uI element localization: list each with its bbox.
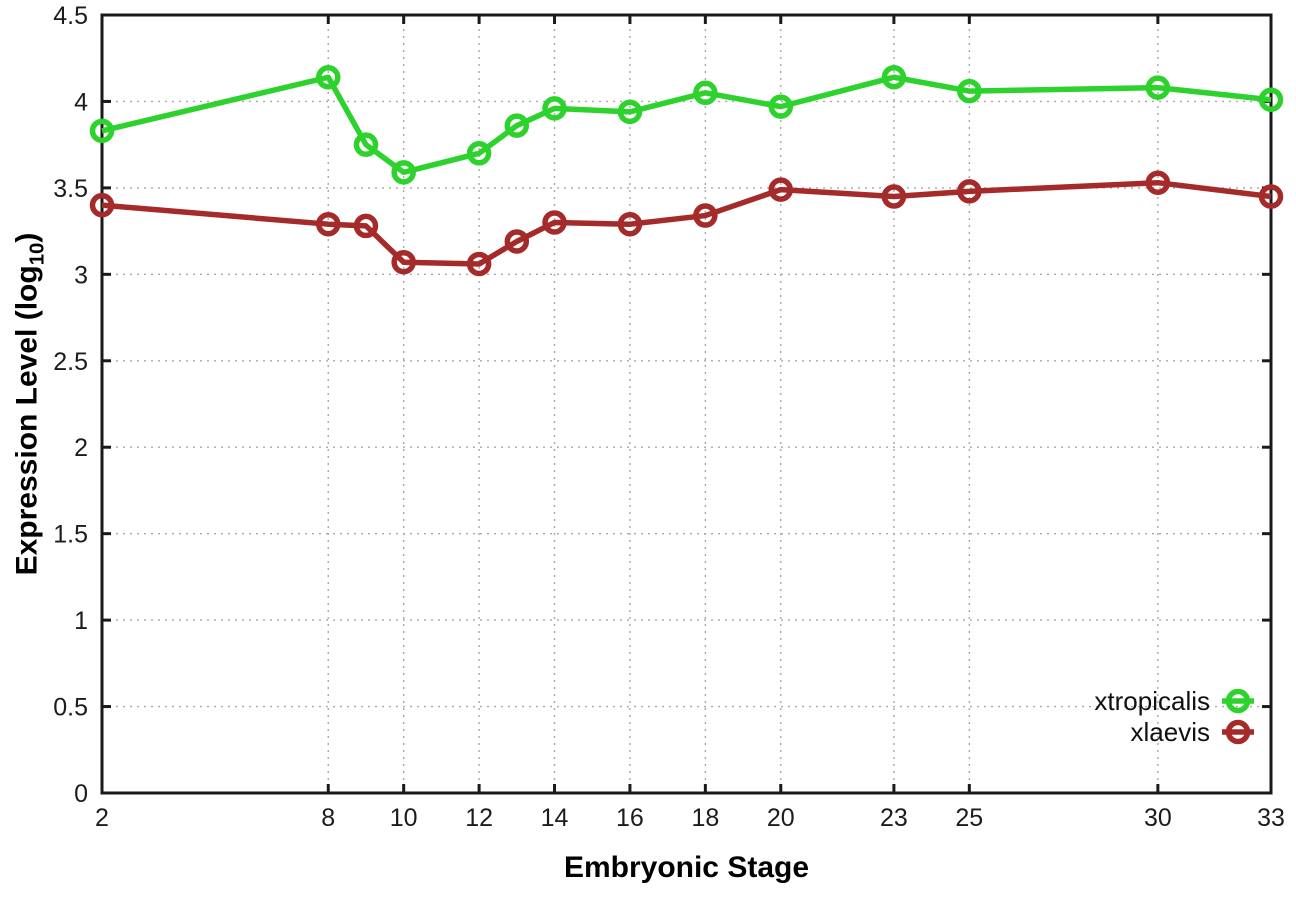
data-point-xlaevis <box>881 184 907 209</box>
data-point-xtropicalis <box>881 64 907 90</box>
data-point-xlaevis <box>466 251 492 277</box>
y-tick-label: 2 <box>74 434 88 462</box>
legend-marker-xtropicalis <box>1225 688 1251 714</box>
x-tick-label: 12 <box>465 804 493 832</box>
x-tick-label: 8 <box>321 804 335 832</box>
data-point-xlaevis <box>693 203 718 228</box>
x-tick-label: 2 <box>95 804 109 832</box>
x-tick-label: 20 <box>767 804 795 832</box>
data-point-xlaevis <box>353 213 379 239</box>
y-tick-label: 1.5 <box>53 521 88 549</box>
y-tick-label: 1 <box>74 607 88 635</box>
x-tick-label: 23 <box>880 804 908 832</box>
x-tick-label: 14 <box>541 804 569 832</box>
data-point-xtropicalis <box>353 132 379 157</box>
y-tick-label: 4 <box>74 88 88 116</box>
data-point-xlaevis <box>957 179 982 204</box>
x-tick-label: 33 <box>1257 804 1285 832</box>
y-axis-title-suffix: ) <box>10 232 44 243</box>
data-point-xtropicalis <box>768 94 794 119</box>
data-point-xtropicalis <box>1145 75 1171 100</box>
data-point-xlaevis <box>768 177 794 202</box>
data-point-xlaevis <box>504 229 530 254</box>
data-point-xtropicalis <box>957 78 982 104</box>
x-tick-label: 16 <box>616 804 644 832</box>
series-line-xtropicalis <box>101 74 1272 176</box>
data-point-xlaevis <box>542 210 567 235</box>
data-point-xlaevis <box>316 211 341 237</box>
y-tick-label: 0.5 <box>53 694 88 722</box>
data-point-xlaevis <box>391 249 416 275</box>
x-tick-label: 25 <box>955 804 983 832</box>
data-point-xtropicalis <box>617 99 643 125</box>
y-axis-title-text: Expression Level (log <box>10 265 44 576</box>
data-point-xtropicalis <box>316 64 341 90</box>
data-point-xlaevis <box>1145 170 1171 195</box>
series-line-xlaevis <box>101 179 1272 267</box>
y-tick-label: 3.5 <box>53 175 88 203</box>
data-point-xlaevis <box>1258 184 1284 209</box>
legend-marker-xlaevis <box>1225 719 1251 745</box>
data-point-xtropicalis <box>391 160 416 185</box>
legend-label-xtropicalis: xtropicalis <box>1094 686 1210 716</box>
y-tick-label: 2.5 <box>53 348 88 376</box>
y-tick-label: 4.5 <box>53 2 88 30</box>
data-point-xtropicalis <box>504 113 530 138</box>
data-point-xtropicalis <box>89 118 115 144</box>
x-axis-title: Embryonic Stage <box>563 851 810 884</box>
legend-label-xlaevis: xlaevis <box>1131 717 1210 747</box>
data-point-xtropicalis <box>1258 87 1284 112</box>
data-point-xtropicalis <box>693 80 718 106</box>
y-tick-label: 0 <box>74 780 88 808</box>
y-axis-title: Expression Level (log10) <box>11 233 50 576</box>
x-tick-label: 30 <box>1144 804 1172 832</box>
y-tick-label: 3 <box>74 261 88 289</box>
data-point-xlaevis <box>89 192 115 218</box>
x-tick-label: 10 <box>390 804 418 832</box>
data-point-xtropicalis <box>466 141 492 166</box>
data-point-xlaevis <box>617 211 643 237</box>
data-point-xtropicalis <box>542 96 567 121</box>
y-axis-title-subscript: 10 <box>26 242 49 266</box>
x-tick-label: 18 <box>691 804 719 832</box>
plot-border <box>100 13 1273 795</box>
